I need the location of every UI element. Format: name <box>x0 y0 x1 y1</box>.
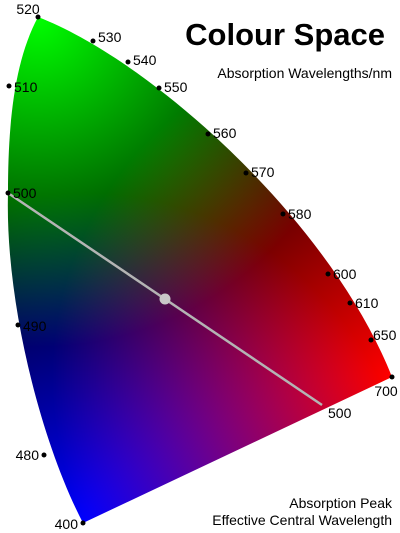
title: Colour Space <box>185 17 385 52</box>
wavelength-label: 510 <box>14 79 38 95</box>
wavelength-label: 580 <box>288 206 312 222</box>
footer-line: Absorption Peak <box>289 495 393 511</box>
wavelength-label: 550 <box>164 79 188 95</box>
wavelength-label: 540 <box>133 52 157 68</box>
wavelength-dot <box>90 38 96 44</box>
subtitle: Absorption Wavelengths/nm <box>217 65 392 81</box>
wavelength-dot <box>325 271 331 277</box>
wavelength-dot <box>15 322 21 328</box>
footer-line: Effective Central Wavelength <box>212 512 392 528</box>
wavelength-dot <box>35 14 41 20</box>
wavelength-dot <box>205 131 211 137</box>
wavelength-label: 650 <box>373 327 397 343</box>
wavelength-label: 600 <box>333 266 357 282</box>
wavelength-label: 530 <box>98 29 122 45</box>
wavelength-dot <box>5 190 11 196</box>
wavelength-dot <box>6 83 12 89</box>
wavelength-label: 400 <box>55 516 79 532</box>
wavelength-dot <box>125 59 131 65</box>
wavelength-label: 560 <box>213 125 237 141</box>
wavelength-label: 610 <box>355 295 379 311</box>
wavelength-label: 700 <box>374 383 398 399</box>
wavelength-dot <box>389 374 395 380</box>
wavelength-label: 570 <box>251 164 275 180</box>
centre-point <box>159 293 171 305</box>
wavelength-label: 490 <box>23 318 47 334</box>
wavelength-dot <box>80 520 86 526</box>
wavelength-dot <box>243 170 249 176</box>
line-label: 500 <box>328 405 352 421</box>
wavelength-dot <box>41 452 47 458</box>
wavelength-dot <box>280 211 286 217</box>
wavelength-label: 520 <box>16 1 40 17</box>
wavelength-dot <box>368 337 374 343</box>
wavelength-dot <box>347 300 353 306</box>
wavelength-label: 480 <box>16 447 40 463</box>
wavelength-label: 500 <box>13 185 37 201</box>
wavelength-dot <box>156 85 162 91</box>
